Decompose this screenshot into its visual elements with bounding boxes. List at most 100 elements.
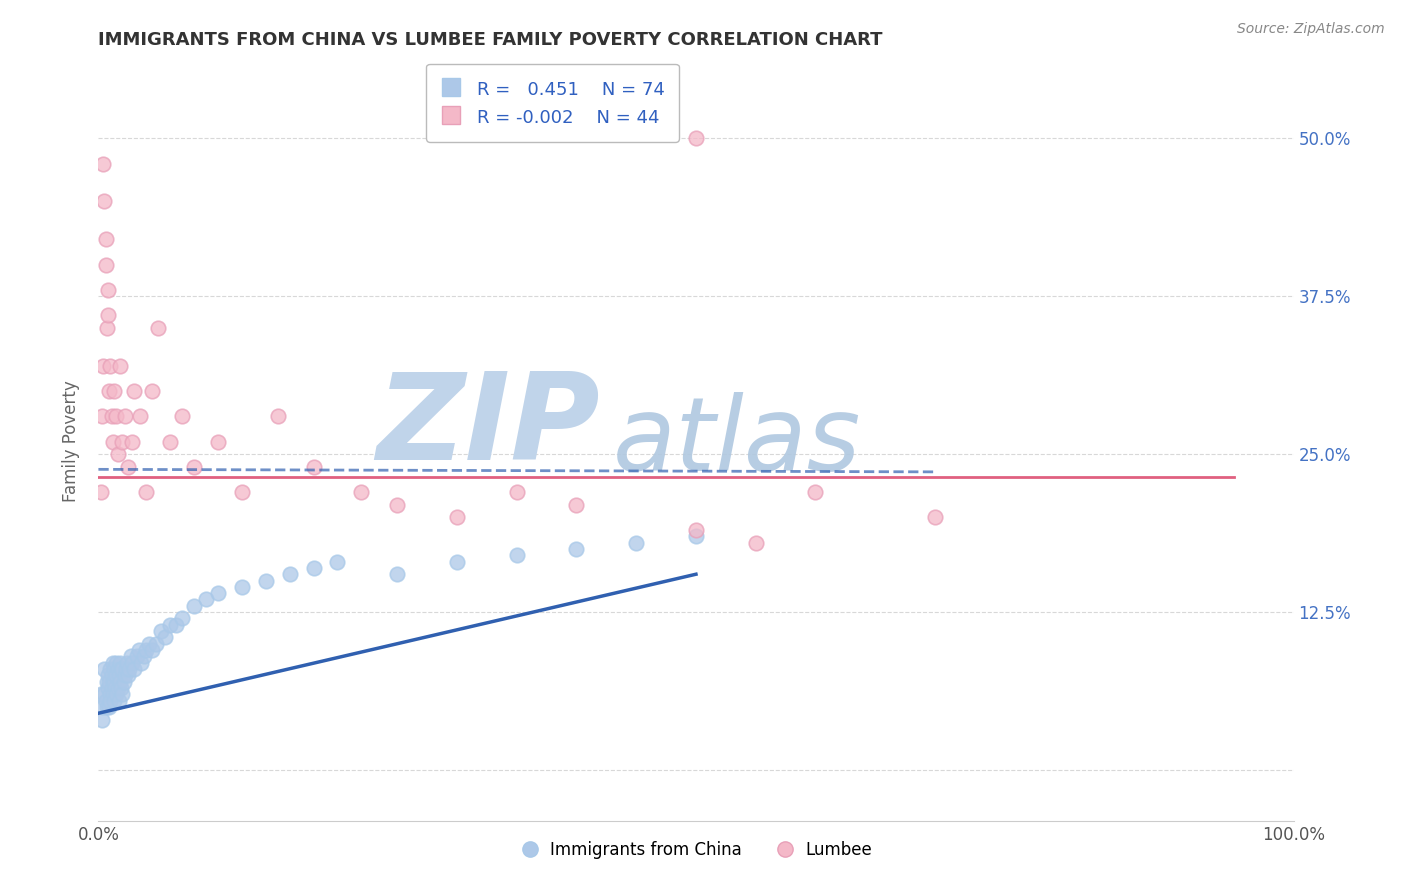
Point	[91, 699, 114, 714]
Point	[93, 662, 115, 676]
Point	[804, 485, 827, 500]
Point	[107, 668, 129, 682]
Point	[117, 668, 139, 682]
Point	[111, 662, 134, 676]
Point	[108, 359, 131, 373]
Point	[103, 384, 125, 398]
Point	[326, 555, 349, 569]
Point	[97, 681, 120, 695]
Point	[93, 687, 115, 701]
Point	[100, 668, 122, 682]
Point	[101, 674, 124, 689]
Point	[108, 656, 131, 670]
Point	[506, 485, 529, 500]
Point	[132, 649, 155, 664]
Point	[90, 485, 112, 500]
Point	[145, 637, 167, 651]
Point	[107, 681, 129, 695]
Point	[112, 674, 135, 689]
Point	[685, 131, 707, 145]
Point	[124, 662, 146, 676]
Point	[104, 681, 127, 695]
Point	[207, 434, 229, 449]
Point	[111, 434, 134, 449]
Point	[118, 662, 141, 676]
Point	[148, 320, 170, 334]
Point	[195, 592, 218, 607]
Point	[129, 409, 152, 424]
Point	[103, 662, 125, 676]
Point	[183, 459, 205, 474]
Point	[114, 409, 136, 424]
Point	[135, 643, 157, 657]
Point	[506, 548, 529, 563]
Point	[101, 687, 124, 701]
Point	[385, 567, 409, 582]
Point	[124, 384, 146, 398]
Point	[302, 459, 325, 474]
Point	[107, 693, 129, 707]
Point	[100, 409, 122, 424]
Point	[91, 409, 114, 424]
Point	[114, 668, 136, 682]
Point	[104, 668, 127, 682]
Point	[91, 156, 114, 170]
Point	[98, 359, 122, 373]
Point	[155, 631, 177, 645]
Point	[115, 662, 138, 676]
Y-axis label: Family Poverty: Family Poverty	[62, 381, 80, 502]
Point	[100, 681, 122, 695]
Point	[165, 617, 187, 632]
Point	[105, 687, 128, 701]
Point	[159, 434, 181, 449]
Point	[90, 687, 112, 701]
Point	[96, 320, 118, 334]
Point	[159, 617, 181, 632]
Point	[97, 283, 120, 297]
Point	[110, 662, 132, 676]
Point	[98, 699, 121, 714]
Point	[98, 662, 122, 676]
Point	[94, 232, 117, 246]
Point	[101, 434, 124, 449]
Point	[924, 510, 946, 524]
Point	[135, 485, 157, 500]
Point	[278, 567, 301, 582]
Point	[183, 599, 205, 613]
Text: ZIP: ZIP	[377, 368, 600, 485]
Point	[96, 674, 118, 689]
Point	[350, 485, 373, 500]
Point	[446, 555, 468, 569]
Point	[108, 674, 131, 689]
Point	[172, 611, 194, 625]
Point	[385, 498, 409, 512]
Point	[120, 649, 142, 664]
Point	[115, 656, 138, 670]
Point	[231, 485, 253, 500]
Point	[105, 409, 128, 424]
Point	[125, 649, 148, 664]
Point	[97, 668, 120, 682]
Point	[685, 529, 707, 543]
Point	[254, 574, 277, 588]
Point	[93, 194, 115, 209]
Point	[94, 693, 117, 707]
Point	[98, 687, 122, 701]
Point	[141, 643, 163, 657]
Point	[231, 580, 253, 594]
Point	[745, 535, 768, 549]
Point	[131, 656, 153, 670]
Text: IMMIGRANTS FROM CHINA VS LUMBEE FAMILY POVERTY CORRELATION CHART: IMMIGRANTS FROM CHINA VS LUMBEE FAMILY P…	[98, 31, 883, 49]
Point	[107, 662, 129, 676]
Point	[207, 586, 229, 600]
Point	[98, 674, 121, 689]
Point	[96, 699, 118, 714]
Point	[446, 510, 468, 524]
Point	[141, 384, 163, 398]
Point	[128, 643, 150, 657]
Point	[149, 624, 172, 639]
Point	[565, 541, 588, 556]
Point	[105, 668, 128, 682]
Point	[626, 535, 648, 549]
Point	[117, 459, 139, 474]
